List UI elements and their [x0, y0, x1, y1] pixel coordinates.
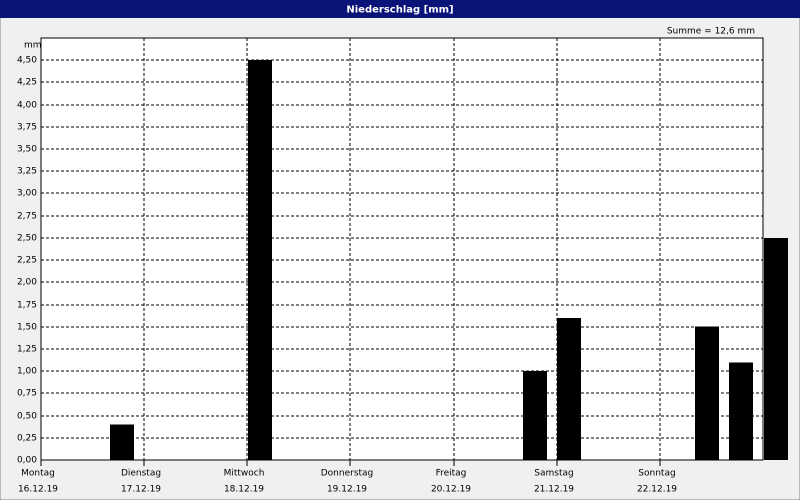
- plot-area: [41, 38, 763, 460]
- bar: [557, 317, 581, 460]
- day-date: 22.12.19: [637, 485, 677, 495]
- y-tick-label: 3,50: [17, 145, 37, 155]
- y-tick-label: 2,75: [17, 212, 37, 222]
- y-tick-label: 3,25: [17, 167, 37, 177]
- y-tick-label: 0,00: [17, 456, 37, 466]
- day-date: 16.12.19: [18, 485, 58, 495]
- day-name: Freitag: [436, 469, 467, 479]
- y-tick-label: 2,25: [17, 256, 37, 266]
- day-name: Mittwoch: [224, 469, 265, 479]
- day-date: 17.12.19: [121, 485, 161, 495]
- y-tick-label: 4,25: [17, 78, 37, 88]
- day-name: Dienstag: [121, 469, 161, 479]
- bar: [729, 362, 753, 460]
- y-tick-label: 0,25: [17, 434, 37, 444]
- bar: [523, 371, 547, 460]
- day-date: 21.12.19: [534, 485, 574, 495]
- summary: Summe = 12,6 mm: [667, 27, 755, 37]
- y-tick-label: 1,25: [17, 345, 37, 355]
- y-tick-label: 0,75: [17, 389, 37, 399]
- y-tick-label: 0,50: [17, 412, 37, 422]
- y-unit: mm: [24, 41, 42, 51]
- day-name: Sonntag: [638, 469, 675, 479]
- bar: [695, 326, 719, 460]
- y-tick-label: 4,00: [17, 101, 37, 111]
- y-tick-label: 4,50: [17, 56, 37, 66]
- y-tick-label: 3,75: [17, 123, 37, 133]
- day-name: Samstag: [534, 469, 573, 479]
- y-tick-label: 2,50: [17, 234, 37, 244]
- chart-title: Niederschlag [mm]: [346, 5, 453, 16]
- day-name: Montag: [21, 469, 55, 479]
- title-bar: [0, 0, 800, 18]
- bar: [764, 237, 788, 460]
- y-tick-label: 1,50: [17, 323, 37, 333]
- bar: [110, 424, 134, 460]
- y-tick-label: 1,00: [17, 367, 37, 377]
- y-tick-label: 3,00: [17, 189, 37, 199]
- day-date: 18.12.19: [224, 485, 264, 495]
- day-date: 19.12.19: [327, 485, 367, 495]
- plot-border: [40, 37, 764, 461]
- y-tick-label: 1,75: [17, 301, 37, 311]
- day-date: 20.12.19: [431, 485, 471, 495]
- day-name: Donnerstag: [321, 469, 374, 479]
- bar: [248, 60, 272, 461]
- y-tick-label: 2,00: [17, 278, 37, 288]
